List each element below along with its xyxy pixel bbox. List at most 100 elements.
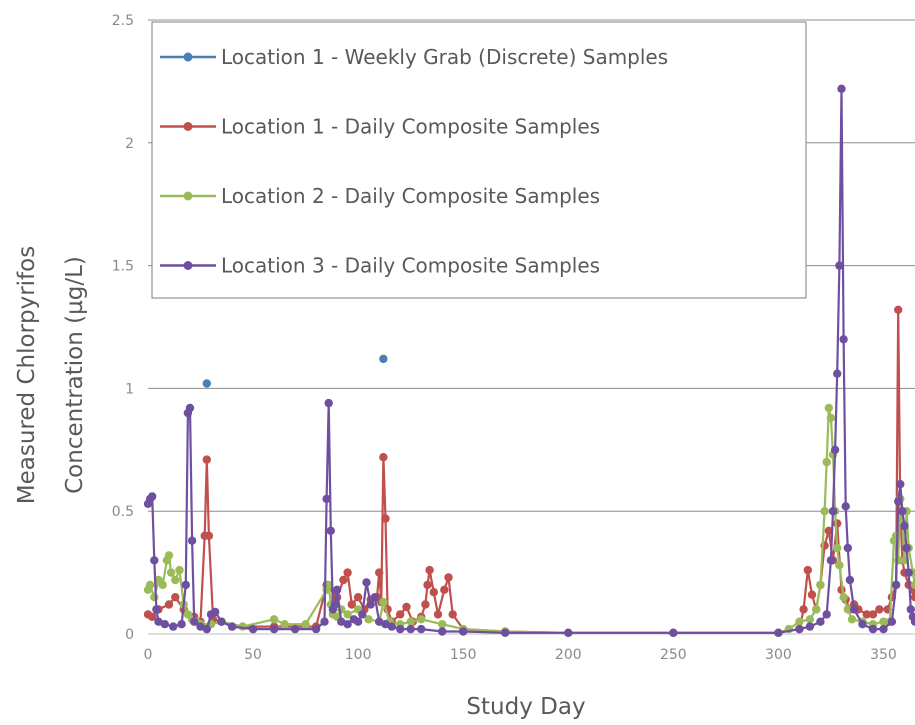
data-point xyxy=(425,565,434,575)
data-point xyxy=(862,610,871,619)
plot-series xyxy=(143,84,915,637)
data-point xyxy=(868,610,878,619)
y-tick-label: 1.5 xyxy=(112,259,134,275)
data-point xyxy=(311,624,321,634)
legend-label: Location 1 - Daily Composite Samples xyxy=(221,115,600,139)
legend-item: Location 3 - Daily Composite Samples xyxy=(160,254,600,278)
data-point xyxy=(211,607,220,617)
data-point xyxy=(396,610,405,619)
data-point xyxy=(396,624,405,634)
data-point xyxy=(910,580,915,590)
data-point xyxy=(849,605,859,614)
data-point xyxy=(379,354,388,364)
data-point xyxy=(795,624,804,634)
data-point xyxy=(830,445,840,454)
data-point xyxy=(217,617,226,626)
data-point xyxy=(164,551,174,560)
data-point xyxy=(196,622,205,631)
data-point xyxy=(826,413,836,423)
data-point xyxy=(269,615,279,624)
legend-item: Location 1 - Weekly Grab (Discrete) Samp… xyxy=(160,45,668,69)
legend-label: Location 1 - Weekly Grab (Discrete) Samp… xyxy=(221,45,668,69)
data-point xyxy=(150,556,159,565)
data-point xyxy=(564,628,573,637)
data-point xyxy=(429,588,438,597)
data-point xyxy=(171,593,180,602)
data-point xyxy=(375,617,384,626)
data-point xyxy=(169,622,178,631)
data-point xyxy=(381,514,390,523)
data-point xyxy=(148,612,157,621)
data-point xyxy=(795,617,804,626)
data-point xyxy=(891,531,901,540)
data-point xyxy=(910,593,915,602)
data-point xyxy=(835,261,844,270)
y-tick-labels: 0 0.5 1 1.5 2 2.5 xyxy=(112,13,134,643)
data-point xyxy=(438,627,447,636)
data-point xyxy=(381,620,390,629)
data-point xyxy=(816,580,825,590)
data-point xyxy=(322,494,331,504)
data-point xyxy=(824,526,833,535)
data-point xyxy=(816,617,825,626)
data-point xyxy=(187,536,197,545)
data-point xyxy=(290,624,300,634)
data-point xyxy=(839,593,848,602)
data-point xyxy=(837,84,846,94)
data-point xyxy=(774,628,783,637)
data-point xyxy=(362,578,371,587)
data-point xyxy=(824,403,833,413)
y-tick-label: 2.5 xyxy=(112,13,134,29)
data-point xyxy=(145,580,155,590)
data-point xyxy=(353,617,363,626)
data-point xyxy=(177,620,186,629)
data-point xyxy=(152,605,161,614)
data-point xyxy=(896,480,905,489)
data-point xyxy=(175,565,184,575)
y-tick-label: 1 xyxy=(125,381,134,397)
data-point xyxy=(841,502,850,511)
data-point xyxy=(343,568,352,577)
data-point xyxy=(826,556,836,565)
data-point xyxy=(843,543,852,553)
data-point xyxy=(807,590,817,599)
data-point xyxy=(822,610,831,619)
data-point xyxy=(158,580,167,590)
legend-label: Location 3 - Daily Composite Samples xyxy=(221,254,600,278)
data-point xyxy=(847,615,857,624)
legend-swatch-marker xyxy=(183,261,193,270)
x-tick-label: 200 xyxy=(555,647,582,663)
data-point xyxy=(828,507,838,516)
data-point xyxy=(438,620,447,629)
data-point xyxy=(353,593,363,602)
data-point xyxy=(891,580,901,590)
data-point xyxy=(269,624,279,634)
data-point xyxy=(347,600,356,609)
data-point xyxy=(343,620,352,629)
data-point xyxy=(868,624,878,634)
data-point xyxy=(423,580,432,590)
data-point xyxy=(448,610,457,619)
data-point xyxy=(858,620,867,629)
legend: Location 1 - Weekly Grab (Discrete) Samp… xyxy=(151,21,807,299)
data-point xyxy=(820,507,829,516)
data-point xyxy=(902,543,911,553)
data-point xyxy=(332,585,342,594)
data-point xyxy=(375,568,384,577)
x-tick-label: 0 xyxy=(144,647,153,663)
series-4 xyxy=(143,84,915,637)
data-point xyxy=(421,600,430,609)
data-point xyxy=(343,610,352,619)
data-point xyxy=(181,580,190,590)
legend-box xyxy=(151,21,807,299)
data-point xyxy=(669,628,678,637)
data-point xyxy=(894,497,903,506)
data-point xyxy=(845,575,855,585)
data-point xyxy=(370,593,380,602)
legend-swatch-marker xyxy=(183,52,193,62)
data-point xyxy=(160,620,169,629)
y-tick-label: 0.5 xyxy=(112,504,134,520)
data-point xyxy=(204,531,214,540)
x-tick-label: 250 xyxy=(660,647,687,663)
x-tick-label: 50 xyxy=(244,647,262,663)
